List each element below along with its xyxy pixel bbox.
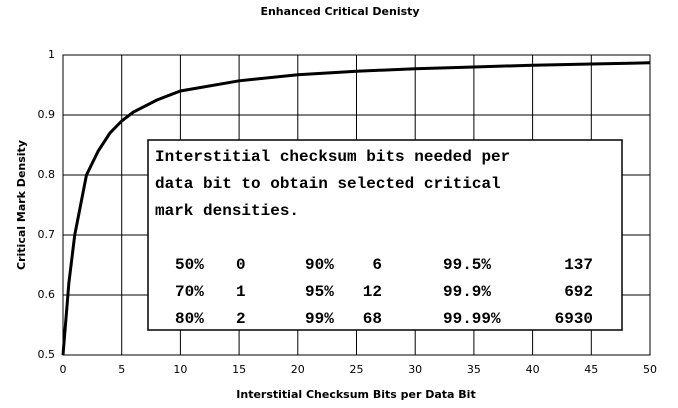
x-tick-label: 45 xyxy=(584,363,598,376)
table-bits: 68 xyxy=(363,310,382,328)
table-percent: 99% xyxy=(305,310,334,328)
x-tick-label: 20 xyxy=(291,363,305,376)
table-bits: 1 xyxy=(236,283,246,301)
x-tick-label: 25 xyxy=(350,363,364,376)
x-tick-label: 0 xyxy=(60,363,67,376)
y-tick-label: 0.6 xyxy=(38,288,56,301)
table-percent: 80% xyxy=(175,310,204,328)
x-tick-label: 50 xyxy=(643,363,657,376)
y-tick-label: 0.5 xyxy=(38,348,56,361)
x-tick-label: 5 xyxy=(118,363,125,376)
x-axis-label: Interstitial Checksum Bits per Data Bit xyxy=(236,388,475,401)
table-bits: 12 xyxy=(363,283,382,301)
y-tick-label: 0.7 xyxy=(38,228,56,241)
table-bits: 2 xyxy=(236,310,246,328)
table-bits: 6 xyxy=(372,256,382,274)
annotation-box xyxy=(147,139,623,331)
x-tick-label: 10 xyxy=(173,363,187,376)
chart-title: Enhanced Critical Denisty xyxy=(260,5,419,18)
y-tick-label: 1 xyxy=(48,48,55,61)
plot-frame xyxy=(62,54,651,356)
data-line xyxy=(61,61,651,356)
annotation-text: mark densities. xyxy=(155,202,299,220)
table-percent: 90% xyxy=(305,256,334,274)
annotation-text: Interstitial checksum bits needed per xyxy=(155,148,510,166)
annotation-text: data bit to obtain selected critical xyxy=(155,175,501,193)
table-percent: 50% xyxy=(175,256,204,274)
table-percent: 99.5% xyxy=(443,256,491,274)
y-axis-label: Critical Mark Density xyxy=(15,140,28,270)
y-tick-label: 0.8 xyxy=(38,168,56,181)
table-percent: 95% xyxy=(305,283,334,301)
y-tick-label: 0.9 xyxy=(38,108,56,121)
x-tick-label: 40 xyxy=(526,363,540,376)
table-percent: 70% xyxy=(175,283,204,301)
x-tick-label: 30 xyxy=(408,363,422,376)
x-tick-label: 15 xyxy=(232,363,246,376)
table-bits: 6930 xyxy=(555,310,593,328)
table-bits: 692 xyxy=(564,283,593,301)
table-percent: 99.9% xyxy=(443,283,491,301)
x-tick-label: 35 xyxy=(467,363,481,376)
table-bits: 0 xyxy=(236,256,246,274)
table-bits: 137 xyxy=(564,256,593,274)
table-percent: 99.99% xyxy=(443,310,501,328)
